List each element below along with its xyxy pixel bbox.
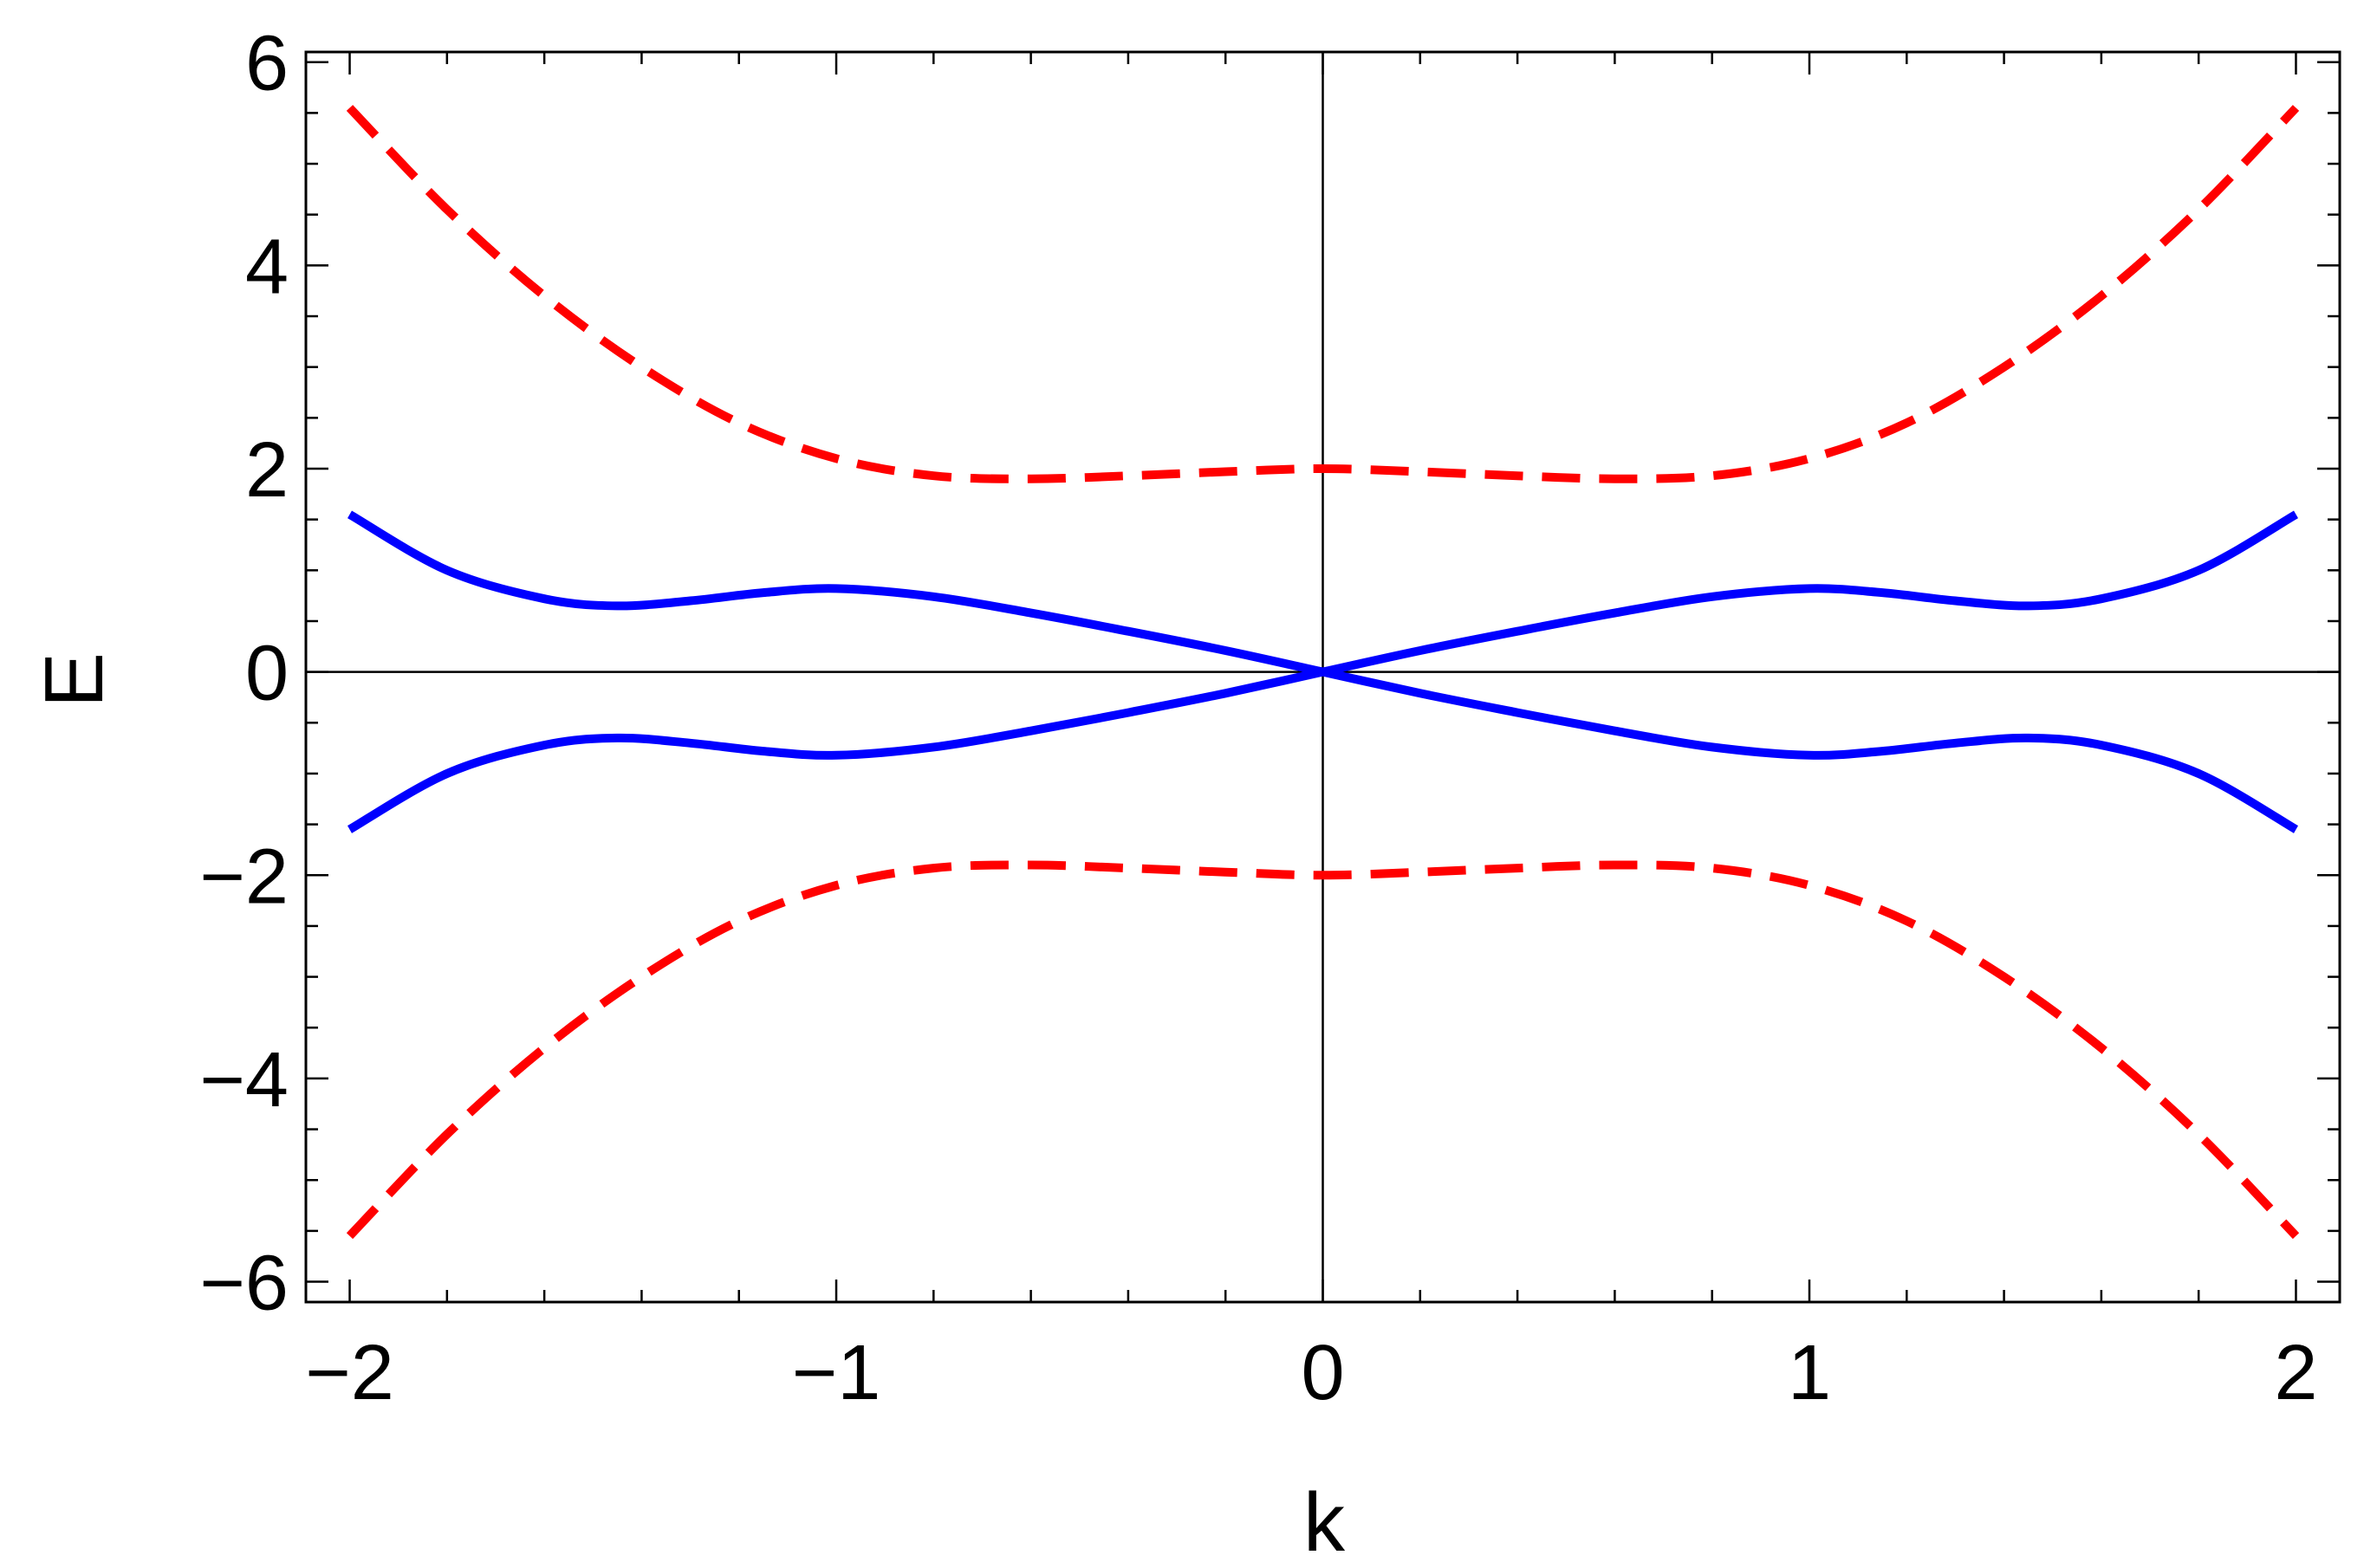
x-tick-label: 2 (2274, 1330, 2317, 1416)
y-tick-label: −2 (199, 833, 289, 920)
x-tick-label: −2 (305, 1330, 394, 1416)
tick-marks (306, 52, 2340, 1302)
y-tick-label: −4 (199, 1037, 289, 1124)
y-tick-label: 4 (245, 224, 289, 310)
x-tick-label: 1 (1788, 1330, 1831, 1416)
y-tick-label: 0 (245, 631, 289, 717)
tick-labels: −2 −1 0 1 2 −6 −4 −2 0 2 4 6 (199, 21, 2317, 1416)
y-axis-label: E (28, 652, 120, 708)
x-axis-label: k (1303, 1476, 1346, 1568)
series-line-4 (347, 510, 2298, 833)
y-tick-label: 6 (245, 21, 289, 107)
series-line-1 (346, 105, 2300, 483)
series-line-2 (346, 860, 2300, 1240)
x-tick-label: −1 (792, 1330, 881, 1416)
y-tick-label: −6 (199, 1241, 289, 1327)
y-tick-label: 2 (245, 427, 289, 514)
x-tick-label: 0 (1301, 1330, 1344, 1416)
series-layer (346, 105, 2300, 1240)
